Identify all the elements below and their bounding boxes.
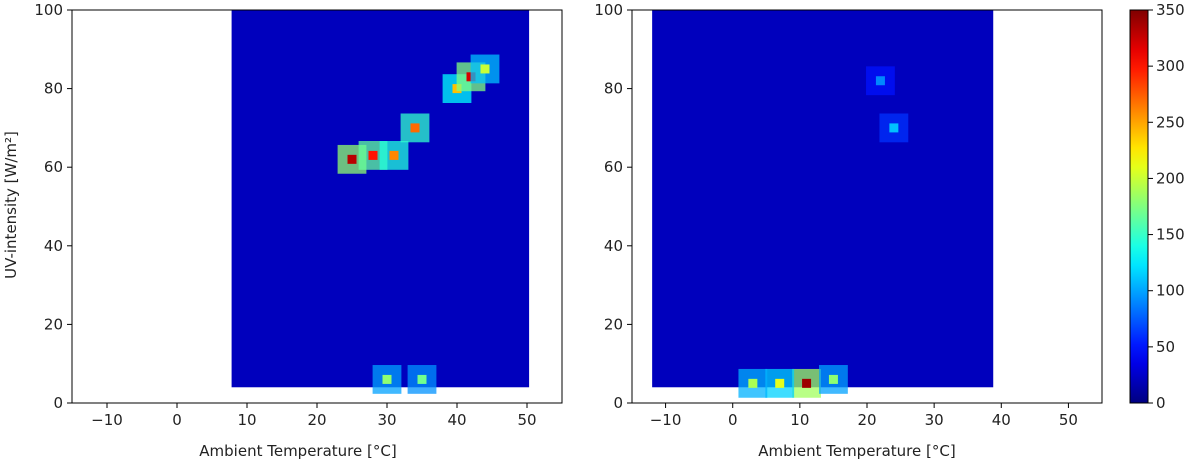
colorbar-tick-label: 200 (1156, 169, 1185, 187)
x-tick-label: 30 (377, 411, 396, 429)
heatmap-region (652, 10, 994, 388)
y-tick-label: 100 (594, 1, 623, 19)
x-tick-label: 10 (237, 411, 256, 429)
colorbar: 0 50 100 150 200 250 300 350 (1129, 1, 1185, 412)
colorbar-tick-label: 150 (1156, 226, 1185, 244)
x-tick-label: 40 (992, 411, 1011, 429)
x-tick-label: 50 (517, 411, 536, 429)
colorbar-tick-label: 50 (1156, 338, 1175, 356)
y-tick-label: 80 (44, 80, 63, 98)
y-tick-label: 60 (44, 158, 63, 176)
left-x-axis-label: Ambient Temperature [°C] (199, 442, 396, 460)
colorbar-tick-label: 350 (1156, 1, 1185, 19)
heatmap-cell (410, 123, 420, 133)
heatmap-cell (889, 123, 899, 133)
heatmap-cell (480, 64, 490, 74)
y-tick-label: 20 (44, 315, 63, 333)
right-heatmap-panel: −10 0 10 20 30 40 50 0 20 40 60 80 100 (594, 1, 1103, 429)
y-tick-label: 80 (604, 80, 623, 98)
x-tick-label: 20 (307, 411, 326, 429)
x-tick-label: −10 (91, 411, 123, 429)
heatmap-cell (828, 374, 838, 384)
y-tick-label: 40 (604, 237, 623, 255)
heatmap-cell (382, 374, 392, 384)
x-tick-label: 0 (728, 411, 738, 429)
x-tick-label: 40 (447, 411, 466, 429)
y-axis-label: UV-intensity [W/m²] (2, 131, 20, 279)
heatmap-cell (417, 374, 427, 384)
colorbar-tick-label: 0 (1156, 394, 1166, 412)
heatmap-cell (389, 150, 399, 160)
heatmap-cell (748, 378, 758, 388)
colorbar-tick-label: 100 (1156, 282, 1185, 300)
y-tick-label: 0 (53, 394, 63, 412)
y-tick-label: 40 (44, 237, 63, 255)
left-heatmap-panel: −10 0 10 20 30 40 50 0 20 40 60 80 100 (34, 1, 563, 429)
colorbar-tick-label: 300 (1156, 57, 1185, 75)
heatmap-cell (368, 150, 378, 160)
x-tick-label: 10 (790, 411, 809, 429)
heatmap-cell (802, 378, 812, 388)
heatmap-cell (775, 378, 785, 388)
x-tick-label: 0 (172, 411, 182, 429)
y-tick-label: 100 (34, 1, 63, 19)
heatmap-cell (875, 76, 885, 86)
x-tick-label: −10 (650, 411, 682, 429)
right-x-axis-label: Ambient Temperature [°C] (758, 442, 955, 460)
heatmap-cell (347, 154, 357, 164)
x-tick-label: 20 (857, 411, 876, 429)
y-tick-label: 20 (604, 315, 623, 333)
y-tick-label: 0 (613, 394, 623, 412)
colorbar-tick-label: 250 (1156, 113, 1185, 131)
colorbar-gradient (1129, 9, 1149, 404)
x-tick-label: 50 (1059, 411, 1078, 429)
x-tick-label: 30 (925, 411, 944, 429)
y-tick-label: 60 (604, 158, 623, 176)
